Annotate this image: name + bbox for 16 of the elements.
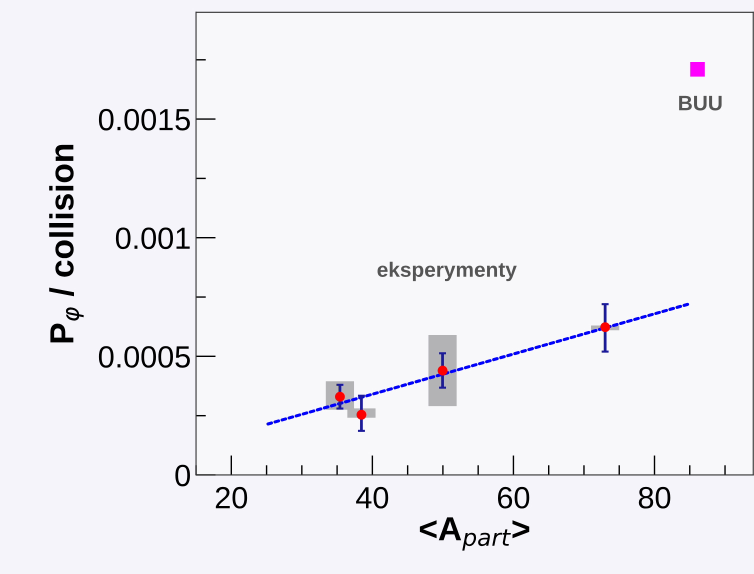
y-tick-label: 0 — [175, 464, 190, 486]
y-tick-label: 0.001 — [116, 227, 190, 250]
point — [690, 62, 705, 77]
x-tick-label: 80 — [638, 486, 670, 509]
x-tick-label: 40 — [356, 486, 388, 509]
y-tick-label: 0.0015 — [98, 108, 190, 130]
point — [600, 322, 610, 332]
x-tick-label: 20 — [216, 486, 248, 509]
point — [438, 366, 448, 376]
x-tick-label: 60 — [498, 486, 530, 509]
annotation: eksperymenty — [378, 262, 517, 282]
y-tick-label: 0.0005 — [98, 346, 190, 368]
point — [356, 410, 366, 420]
y-axis-title: P$_{φ}$ / collision — [49, 144, 84, 342]
annotation: BUU — [679, 96, 722, 110]
x-axis-title: <A$_{part}$> — [420, 517, 530, 551]
